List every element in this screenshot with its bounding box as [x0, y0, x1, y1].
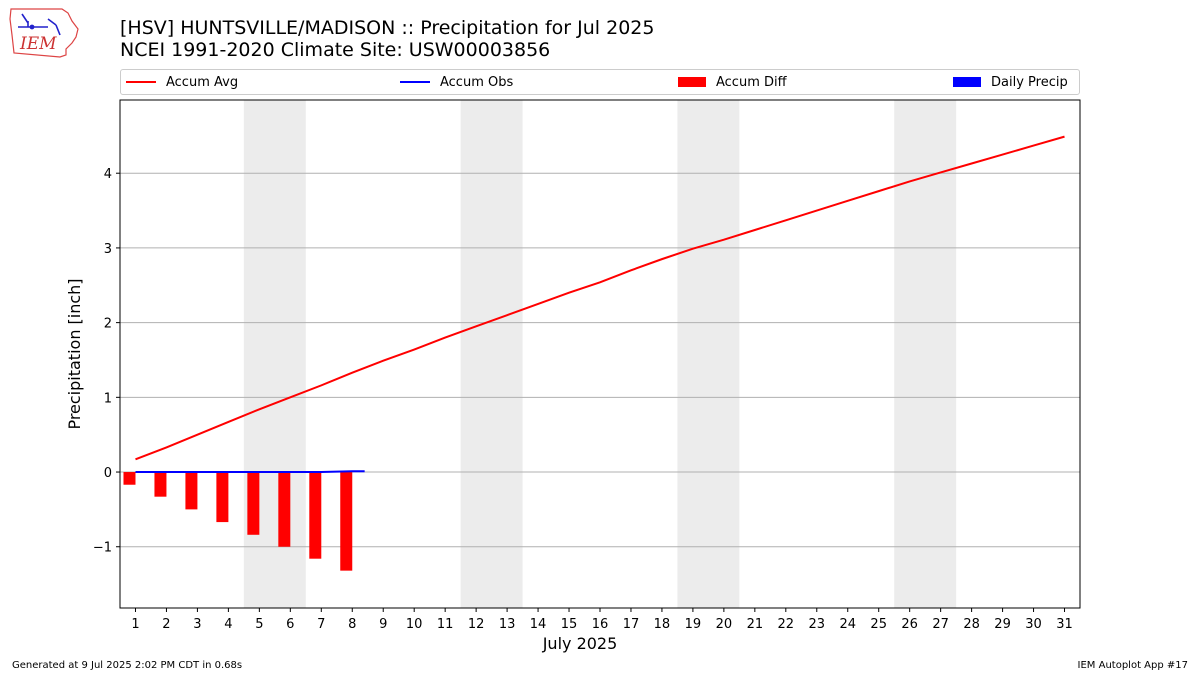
legend-line-swatch: [126, 81, 156, 83]
x-tick-label: 15: [561, 617, 578, 632]
footer-app-id: IEM Autoplot App #17: [1077, 660, 1188, 671]
legend-item-accum-obs: Accum Obs: [400, 70, 513, 94]
line-accum-avg: [135, 135, 1065, 461]
weekend-band: [677, 100, 740, 608]
x-tick-label: 16: [592, 617, 609, 632]
x-tick-label: 4: [224, 617, 232, 632]
x-tick-label: 6: [286, 617, 294, 632]
x-tick-label: 1: [131, 617, 139, 632]
chart-title: [HSV] HUNTSVILLE/MADISON :: Precipitatio…: [120, 17, 654, 61]
weekend-band: [460, 100, 523, 608]
bar-accum-diff: [185, 472, 198, 510]
x-tick-label: 3: [193, 617, 201, 632]
x-tick-label: 7: [317, 617, 325, 632]
y-tick-label: 2: [104, 317, 112, 332]
x-tick-label: 17: [623, 617, 640, 632]
logo-text: IEM: [19, 34, 57, 54]
y-tick-label: −1: [93, 541, 112, 556]
x-tick-label: 20: [716, 617, 733, 632]
x-tick-label: 28: [963, 617, 980, 632]
bar-accum-diff: [123, 472, 136, 485]
x-tick-label: 18: [654, 617, 671, 632]
x-tick-label: 25: [870, 617, 887, 632]
x-tick-label: 5: [255, 617, 263, 632]
bar-accum-diff: [154, 472, 167, 497]
iem-logo: IEM: [9, 8, 79, 58]
x-tick-label: 27: [932, 617, 949, 632]
x-tick-label: 8: [348, 617, 356, 632]
x-tick-label: 11: [437, 617, 454, 632]
x-tick-label: 26: [901, 617, 918, 632]
bar-accum-diff: [247, 472, 260, 535]
y-tick-label: 1: [104, 391, 112, 406]
x-tick-label: 23: [809, 617, 826, 632]
x-tick-label: 30: [1025, 617, 1042, 632]
legend-label: Daily Precip: [991, 74, 1068, 90]
y-axis-label: Precipitation [inch]: [65, 278, 84, 429]
x-tick-label: 19: [685, 617, 702, 632]
legend-item-accum-diff: Accum Diff: [678, 70, 787, 94]
legend-item-daily-precip: Daily Precip: [953, 70, 1068, 94]
weekend-band: [894, 100, 957, 608]
x-tick-label: 12: [468, 617, 485, 632]
legend-patch-swatch: [953, 77, 981, 87]
x-tick-label: 29: [994, 617, 1011, 632]
bar-accum-diff: [216, 472, 229, 523]
x-tick-label: 10: [406, 617, 423, 632]
legend-label: Accum Obs: [440, 74, 514, 90]
y-tick-label: 0: [104, 466, 112, 481]
title-line-2: NCEI 1991-2020 Climate Site: USW00003856: [120, 39, 551, 61]
y-tick-label: 4: [104, 167, 112, 182]
title-line-1: [HSV] HUNTSVILLE/MADISON :: Precipitatio…: [120, 17, 655, 39]
legend-item-accum-avg: Accum Avg: [126, 70, 238, 94]
y-tick-label: 3: [104, 242, 112, 257]
bar-accum-diff: [309, 472, 322, 559]
footer-generated: Generated at 9 Jul 2025 2:02 PM CDT in 0…: [12, 660, 243, 671]
x-axis-label: July 2025: [542, 634, 618, 653]
x-tick-label: 24: [839, 617, 856, 632]
x-tick-label: 21: [747, 617, 764, 632]
x-tick-label: 22: [778, 617, 795, 632]
legend-label: Accum Avg: [166, 74, 239, 90]
x-tick-label: 14: [530, 617, 547, 632]
x-tick-label: 13: [499, 617, 516, 632]
legend-label: Accum Diff: [716, 74, 787, 90]
legend-line-swatch: [400, 81, 430, 83]
legend-patch-swatch: [678, 77, 706, 87]
bar-accum-diff: [278, 472, 291, 547]
bar-accum-diff: [340, 472, 353, 571]
legend: Accum Avg Accum Obs Accum Diff Daily Pre…: [120, 69, 1080, 95]
x-tick-label: 31: [1056, 617, 1073, 632]
plot-frame: [119, 99, 1081, 609]
x-tick-label: 2: [162, 617, 170, 632]
x-tick-label: 9: [379, 617, 387, 632]
line-accum-obs: [135, 470, 365, 474]
iowa-outline-icon: [9, 8, 79, 58]
